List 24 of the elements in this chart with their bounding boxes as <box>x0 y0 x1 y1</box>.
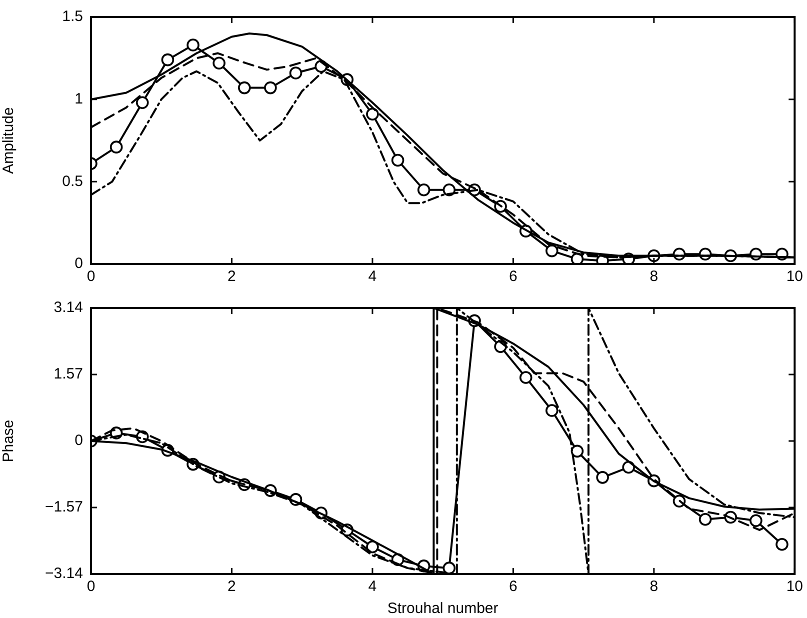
x-tick-label: 4 <box>368 578 377 596</box>
x-tick-label: 10 <box>786 578 803 596</box>
y-tick-label: 1.57 <box>54 366 83 383</box>
y-axis-title: Amplitude <box>0 107 18 174</box>
x-tick-label: 2 <box>228 578 236 596</box>
y-tick-label: −1.57 <box>45 498 83 516</box>
y-tick-label: 0 <box>74 255 83 272</box>
x-tick-label: 8 <box>650 268 658 286</box>
x-tick-label: 6 <box>509 268 518 286</box>
y-tick-label: −3.14 <box>45 565 83 582</box>
y-tick-label: 0 <box>74 432 83 450</box>
x-tick-label: 10 <box>786 268 803 286</box>
y-tick-label: 1 <box>74 90 83 108</box>
y-tick-label: 0.5 <box>62 172 83 190</box>
x-tick-label: 0 <box>86 268 96 286</box>
y-tick-label: 1.5 <box>62 8 83 26</box>
x-tick-label: 8 <box>650 578 658 596</box>
x-tick-label: 2 <box>228 268 236 286</box>
x-tick-label: 6 <box>509 578 518 596</box>
x-tick-label: 4 <box>368 268 377 286</box>
y-tick-label: 3.14 <box>54 299 83 316</box>
x-axis-title: Strouhal number <box>387 600 498 618</box>
x-tick-label: 0 <box>86 578 96 596</box>
y-axis-title: Phase <box>0 420 18 462</box>
